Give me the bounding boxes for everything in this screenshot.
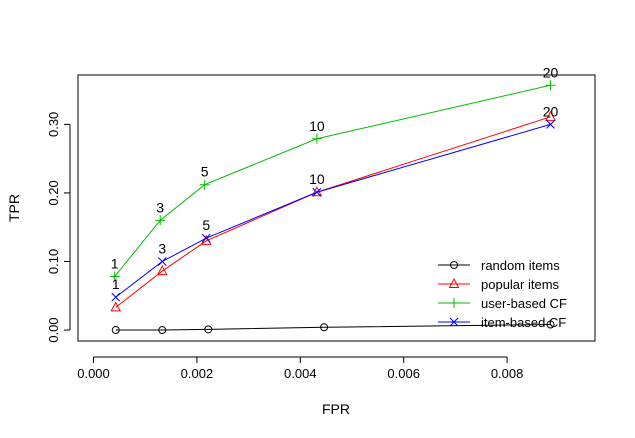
data-point-item-based-cf — [157, 257, 167, 266]
legend-marker — [448, 277, 460, 288]
point-label-user-based-cf: 20 — [543, 64, 559, 80]
series-item-based-cf — [111, 120, 555, 302]
data-point-item-based-cf — [546, 120, 555, 129]
legend-marker — [450, 261, 458, 269]
legend-marker — [449, 317, 459, 327]
y-tick-label: 0.30 — [46, 112, 61, 137]
point-label-user-based-cf: 3 — [156, 199, 164, 215]
x-tick-label: 0.008 — [491, 366, 524, 381]
legend-label: item-based CF — [481, 315, 566, 330]
data-point-item-based-cf — [201, 233, 211, 243]
data-point-popular-items — [156, 265, 168, 276]
point-label-item-based-cf: 3 — [158, 240, 166, 256]
data-point-popular-items — [545, 110, 556, 121]
data-point-random-items — [320, 323, 329, 332]
y-axis-title: TPR — [6, 194, 22, 222]
series-line-random-items — [115, 324, 551, 331]
data-point-user-based-cf — [199, 179, 210, 190]
y-tick-label: 0.10 — [46, 249, 61, 274]
data-point-user-based-cf — [155, 215, 166, 226]
legend-label: popular items — [481, 277, 560, 292]
data-point-random-items — [204, 325, 213, 334]
legend-item-popular-items: popular items — [438, 277, 560, 292]
point-label-item-based-cf: 20 — [543, 103, 559, 119]
data-point-random-items — [111, 326, 120, 335]
series-random-items — [111, 320, 555, 335]
data-point-user-based-cf — [109, 271, 120, 282]
data-point-random-items — [158, 326, 167, 335]
legend-marker — [449, 298, 459, 308]
point-label-user-based-cf: 1 — [111, 256, 119, 272]
point-label-item-based-cf: 1 — [112, 276, 120, 292]
x-axis: 0.000 0.002 0.004 0.006 0.008 — [77, 356, 524, 381]
data-point-user-based-cf — [311, 133, 322, 144]
legend-item-user-based-cf: user-based CF — [438, 296, 567, 311]
legend: random items popular items user-based CF it… — [438, 258, 567, 330]
x-tick-label: 0.002 — [181, 366, 214, 381]
point-label-user-based-cf: 5 — [201, 164, 209, 180]
data-point-user-based-cf — [545, 80, 556, 91]
data-point-item-based-cf — [312, 187, 322, 197]
data-point-random-items — [546, 320, 555, 329]
series-user-based-cf — [109, 80, 556, 282]
point-label-user-based-cf: 10 — [309, 118, 325, 134]
series-line-popular-items — [115, 116, 551, 308]
x-tick-label: 0.004 — [284, 366, 317, 381]
legend-label: user-based CF — [481, 296, 567, 311]
y-axis: 0.00 0.10 0.20 0.30 — [46, 112, 71, 343]
x-tick-label: 0.000 — [77, 366, 110, 381]
x-axis-title: FPR — [322, 401, 350, 417]
data-point-popular-items — [110, 301, 122, 312]
legend-label: random items — [481, 258, 560, 273]
point-label-item-based-cf: 10 — [309, 171, 325, 187]
legend-item-item-based-cf: item-based CF — [438, 315, 566, 330]
data-point-item-based-cf — [111, 292, 121, 302]
y-tick-label: 0.20 — [46, 180, 61, 205]
x-tick-label: 0.006 — [387, 366, 420, 381]
point-label-item-based-cf: 5 — [202, 217, 210, 233]
y-tick-label: 0.00 — [46, 317, 61, 342]
plot-frame — [77, 74, 596, 342]
legend-item-random-items: random items — [438, 258, 560, 273]
plot-content: 1 3 5 10 20 1 3 5 10 20 — [109, 64, 559, 335]
